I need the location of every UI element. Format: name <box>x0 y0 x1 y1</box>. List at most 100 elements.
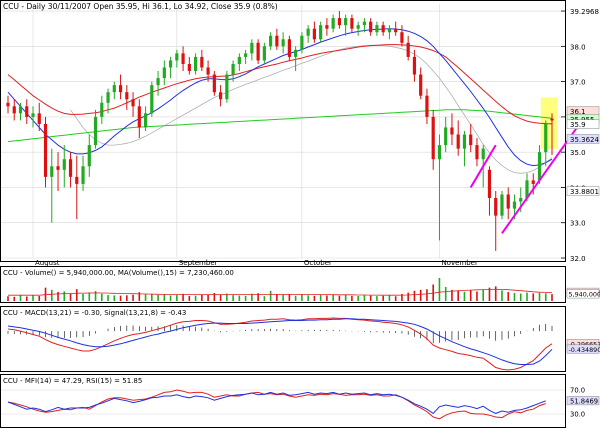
volume-bar <box>319 294 322 301</box>
price-tag-box <box>566 134 600 144</box>
volume-bar <box>488 287 491 301</box>
candle-body <box>306 28 310 36</box>
candle-body <box>294 49 298 57</box>
candle-body <box>256 42 260 61</box>
volume-bar <box>407 292 409 301</box>
volume-bar <box>394 296 397 301</box>
candle-body <box>100 102 104 117</box>
candle-body <box>50 166 54 177</box>
candle-body <box>506 194 510 209</box>
volume-bar <box>457 290 460 301</box>
price-tag-box <box>566 119 600 129</box>
candle-body <box>81 166 85 184</box>
candle-body <box>387 28 392 33</box>
candle-body <box>62 159 66 170</box>
price-tag-label: 33.8801 <box>570 188 599 196</box>
candle-body <box>250 42 254 54</box>
candle-body <box>456 134 460 149</box>
volume-bar <box>326 295 328 301</box>
candle-body <box>331 18 335 29</box>
mfi-rsi-axis: 70.0 51.8469 30.0 <box>566 387 600 419</box>
candle-body <box>450 127 454 135</box>
candle-body <box>337 18 342 26</box>
volume-bar <box>363 295 366 301</box>
rsi-tag-box <box>566 396 600 406</box>
candle-body <box>444 127 448 146</box>
month-label: November <box>441 259 478 267</box>
macd-tick-label: -0.296657 <box>569 340 600 348</box>
price-grid <box>1 4 565 259</box>
candle-body <box>400 32 404 43</box>
indicator-tick-label: 51.8469 <box>570 397 598 405</box>
candle-body <box>187 63 191 72</box>
volume-bar <box>213 292 216 301</box>
candle-body <box>325 25 329 29</box>
ma-red-line <box>7 44 553 125</box>
volume-bar <box>263 296 266 301</box>
volume-bar <box>100 293 103 301</box>
volume-bar <box>438 278 441 301</box>
candle-body <box>156 78 160 86</box>
volume-bar <box>469 290 472 301</box>
macd-panel-frame <box>0 306 566 372</box>
volume-bar <box>432 284 434 301</box>
volume-bar <box>207 294 209 301</box>
volume-bar <box>157 294 159 301</box>
month-label: August <box>35 259 60 267</box>
price-tag-label: 35.9 <box>570 121 586 129</box>
moving-average-lines <box>7 28 553 174</box>
volume-bar <box>119 295 122 301</box>
signal-line <box>7 318 553 365</box>
price-tick-label: 32.0 <box>570 255 586 263</box>
volume-bar <box>332 294 334 301</box>
ma-blue-line <box>7 28 553 167</box>
candle-body <box>312 28 316 40</box>
candle-body <box>481 148 485 160</box>
volume-bar <box>25 296 28 301</box>
candle-body <box>300 35 304 50</box>
candle-body <box>143 113 148 128</box>
candle-body <box>206 67 210 75</box>
candle-body <box>369 21 373 33</box>
volume-bar <box>419 289 422 301</box>
candle-body <box>287 39 291 57</box>
volume-bar <box>132 294 134 301</box>
volume-bar <box>50 289 53 301</box>
volume-bar <box>82 293 84 301</box>
volume-bar <box>144 294 147 301</box>
volume-bar <box>57 291 59 301</box>
price-tag-label: 35.3624 <box>570 136 599 144</box>
candle-body <box>462 134 467 149</box>
candle-body <box>356 25 360 29</box>
volume-panel-frame <box>0 266 566 303</box>
price-tick-label: 39.2968 <box>570 8 599 16</box>
volume-bar <box>463 291 466 301</box>
candle-body <box>31 113 35 117</box>
volume-bar <box>238 295 241 301</box>
volume-bar <box>369 295 372 301</box>
volume-bar <box>88 292 91 301</box>
volume-bar <box>182 293 184 301</box>
volume-bar <box>126 295 128 301</box>
volume-bar <box>251 293 253 301</box>
panel-frames <box>0 0 566 428</box>
volume-bar <box>69 293 72 301</box>
trend-annotations <box>469 126 578 234</box>
volume-bar <box>151 293 153 301</box>
volume-bar <box>307 295 309 301</box>
volume-bar <box>494 286 497 301</box>
volume-axis: 7,230,4605,940,000 <box>566 287 600 299</box>
volume-bar <box>269 290 272 301</box>
volume-bar <box>338 295 341 301</box>
macd-lines <box>7 317 553 371</box>
candle-body <box>281 39 285 47</box>
volume-bar <box>382 295 384 301</box>
volume-bar <box>75 289 78 301</box>
volume-bar <box>313 295 316 301</box>
volume-bar <box>63 291 66 301</box>
candle-body <box>494 198 498 216</box>
ma-green-line <box>7 109 553 143</box>
volume-bar <box>482 289 485 301</box>
candle-body <box>519 198 523 202</box>
indicator-tick-label: 70.0 <box>570 387 585 395</box>
